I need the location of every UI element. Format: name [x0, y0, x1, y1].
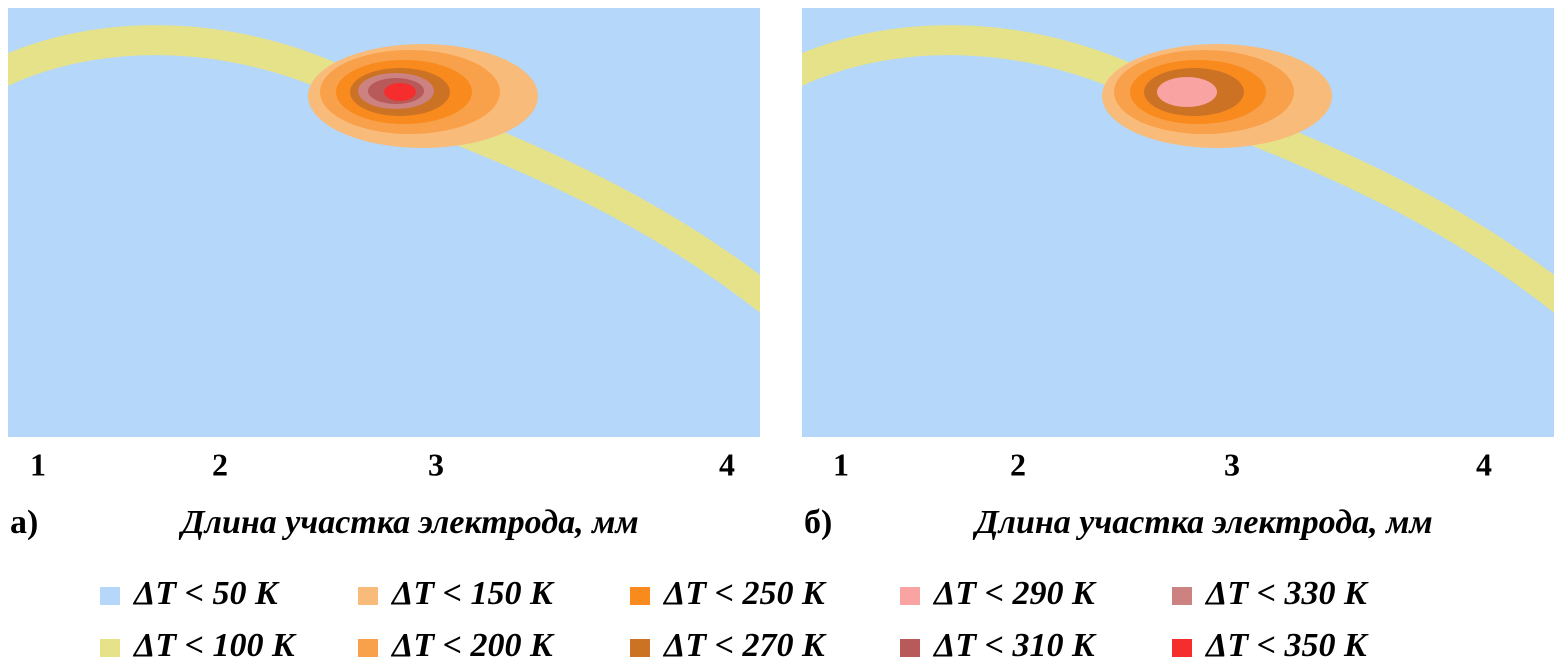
legend-label: ΔT < 200 K	[390, 627, 555, 664]
legend-label: ΔT < 310 K	[932, 627, 1097, 664]
legend-swatch	[100, 639, 120, 657]
panel-label: б)	[804, 504, 832, 541]
legend-swatch	[100, 587, 120, 605]
plot-area	[802, 8, 1554, 437]
legend-item: ΔT < 310 K	[900, 627, 1097, 664]
legend-label: ΔT < 270 K	[662, 627, 827, 664]
legend-swatch	[358, 587, 378, 605]
contour-region	[1157, 77, 1217, 107]
legend-label: ΔT < 100 K	[132, 627, 297, 664]
legend-item: ΔT < 200 K	[358, 627, 555, 664]
legend-item: ΔT < 330 K	[1172, 575, 1369, 612]
x-axis-label: Длина участка электрода, мм	[178, 504, 638, 541]
panel-label: а)	[10, 504, 38, 541]
legend-label: ΔT < 330 K	[1204, 575, 1369, 612]
legend-swatch	[358, 639, 378, 657]
legend-item: ΔT < 270 K	[630, 627, 827, 664]
x-tick-label: 2	[212, 446, 228, 482]
x-tick-label: 2	[1010, 446, 1026, 482]
x-axis-label: Длина участка электрода, мм	[972, 504, 1432, 541]
legend-label: ΔT < 150 K	[390, 575, 555, 612]
x-tick-label: 4	[1476, 446, 1492, 482]
legend-item: ΔT < 290 K	[900, 575, 1097, 612]
legend-item: ΔT < 150 K	[358, 575, 555, 612]
x-tick-label: 3	[428, 446, 444, 482]
legend-swatch	[1172, 639, 1192, 657]
legend-swatch	[900, 639, 920, 657]
panel: 1 2 3 4	[8, 8, 760, 482]
x-tick-label: 3	[1224, 446, 1240, 482]
legend-label: ΔT < 290 K	[932, 575, 1097, 612]
legend-item: ΔT < 100 K	[100, 627, 297, 664]
legend-swatch	[630, 587, 650, 605]
plot-area	[8, 8, 760, 437]
x-tick-label: 4	[719, 446, 735, 482]
legend-label: ΔT < 50 K	[132, 575, 280, 612]
legend-label: ΔT < 350 K	[1204, 627, 1369, 664]
contour-region	[384, 83, 416, 101]
x-tick-label: 1	[30, 446, 46, 482]
legend-swatch	[1172, 587, 1192, 605]
legend-swatch	[630, 639, 650, 657]
panel: 1 2 3 4	[802, 8, 1554, 482]
legend-label: ΔT < 250 K	[662, 575, 827, 612]
legend-item: ΔT < 250 K	[630, 575, 827, 612]
x-tick-label: 1	[833, 446, 849, 482]
legend-swatch	[900, 587, 920, 605]
legend-item: ΔT < 350 K	[1172, 627, 1369, 664]
legend-item: ΔT < 50 K	[100, 575, 280, 612]
